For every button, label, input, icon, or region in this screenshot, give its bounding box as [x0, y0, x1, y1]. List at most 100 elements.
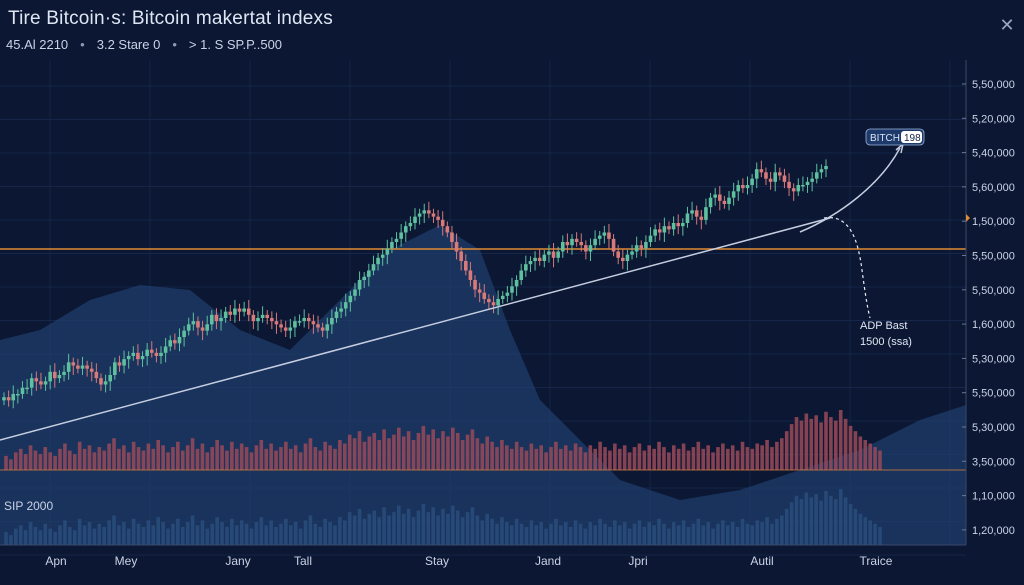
y-tick-label: 1,50,000 — [972, 216, 1015, 228]
candle-body — [251, 314, 256, 322]
candle-body — [708, 197, 713, 208]
volume-bar — [627, 452, 632, 470]
candle-body — [653, 229, 657, 236]
lower-volume-bar — [509, 525, 514, 545]
volume-bar — [392, 434, 396, 470]
candle-body — [256, 318, 260, 322]
lower-volume-bar — [313, 523, 318, 545]
candle-body — [607, 232, 611, 239]
candle-body — [487, 299, 491, 303]
close-icon[interactable]: ✕ — [999, 15, 1015, 35]
background-area — [0, 225, 966, 545]
lower-volume-bar — [647, 522, 652, 545]
candle-body — [408, 223, 413, 227]
candle-body — [750, 178, 754, 185]
volume-bar — [288, 448, 293, 470]
volume-bar — [622, 445, 627, 470]
lower-volume-bar — [185, 522, 190, 545]
candle-body — [519, 270, 524, 280]
lower-volume-bar — [333, 525, 337, 545]
candle-body — [242, 308, 246, 312]
candle-body — [205, 324, 209, 331]
lower-volume-bar — [495, 523, 499, 545]
lower-volume-bar — [58, 525, 62, 545]
x-tick-label: Traice — [860, 554, 893, 568]
volume-bar — [524, 450, 529, 470]
lower-volume-bar — [480, 520, 485, 545]
candle-body — [727, 197, 731, 204]
volume-bar — [249, 452, 254, 470]
candle-body — [810, 178, 814, 182]
volume-bar — [446, 436, 450, 470]
volume-bar — [843, 418, 848, 470]
lower-volume-bar — [180, 526, 185, 545]
candle-body — [122, 359, 126, 366]
candle-body — [560, 242, 565, 252]
candle-body — [371, 264, 376, 271]
y-tick-label: 1,10,000 — [972, 491, 1015, 503]
lower-volume-bar — [122, 522, 126, 545]
y-axis-bg — [966, 60, 1024, 585]
volume-bar — [23, 454, 28, 470]
lower-volume-bar — [33, 526, 38, 545]
candle-body — [759, 169, 764, 173]
candle-body — [528, 261, 533, 265]
candle-body — [616, 251, 620, 258]
candle-body — [556, 251, 560, 258]
lower-volume-bar — [563, 522, 568, 545]
lower-volume-bar — [318, 526, 323, 545]
candle-body — [302, 318, 306, 322]
candle-body — [459, 251, 463, 261]
lower-volume-bar — [239, 520, 244, 545]
volume-bar — [161, 445, 165, 470]
volume-bar — [279, 447, 283, 470]
candle-body — [773, 172, 778, 182]
volume-bar — [721, 443, 725, 470]
candle-body — [149, 349, 154, 353]
candle-body — [237, 308, 242, 312]
candle-body — [584, 245, 588, 252]
lower-volume-bar — [269, 520, 273, 545]
volume-bar — [455, 432, 460, 470]
lower-volume-bar — [657, 518, 661, 545]
volume-bar — [603, 447, 607, 470]
volume-bar — [505, 445, 509, 470]
lower-volume-bar — [691, 523, 696, 545]
candle-body — [537, 257, 542, 261]
lower-volume-bar — [554, 518, 558, 545]
candle-body — [413, 216, 417, 223]
candle-body — [514, 280, 519, 287]
volume-bar — [706, 445, 710, 470]
lower-volume-bar — [107, 520, 111, 545]
candle-body — [791, 188, 796, 192]
volume-bar — [190, 438, 195, 470]
lower-volume-bar — [249, 528, 254, 545]
candle-body — [436, 216, 440, 220]
volume-bar — [716, 447, 720, 470]
candle-body — [634, 245, 639, 252]
volume-bar — [126, 452, 131, 470]
volume-bar — [578, 447, 583, 470]
volume-bar — [48, 452, 52, 470]
candle-body — [288, 327, 293, 331]
lower-volume-bar — [603, 523, 607, 545]
volume-bar — [809, 418, 814, 470]
lower-volume-bar — [161, 522, 165, 545]
volume-bar — [372, 432, 377, 470]
volume-bar — [200, 443, 205, 470]
candle-body — [463, 261, 468, 271]
lower-volume-bar — [97, 523, 102, 545]
volume-bar — [328, 445, 332, 470]
volume-bar — [33, 450, 38, 470]
volume-bar — [146, 443, 151, 470]
separator-dot: • — [172, 37, 177, 52]
candle-body — [722, 200, 727, 204]
candle-body — [445, 226, 450, 233]
candle-body — [477, 289, 482, 293]
lower-volume-bar — [799, 499, 804, 545]
volume-bar — [58, 448, 62, 470]
volume-bar — [347, 434, 352, 470]
lower-volume-bar — [225, 526, 229, 545]
volume-bar — [745, 447, 750, 470]
volume-bar — [426, 434, 431, 470]
